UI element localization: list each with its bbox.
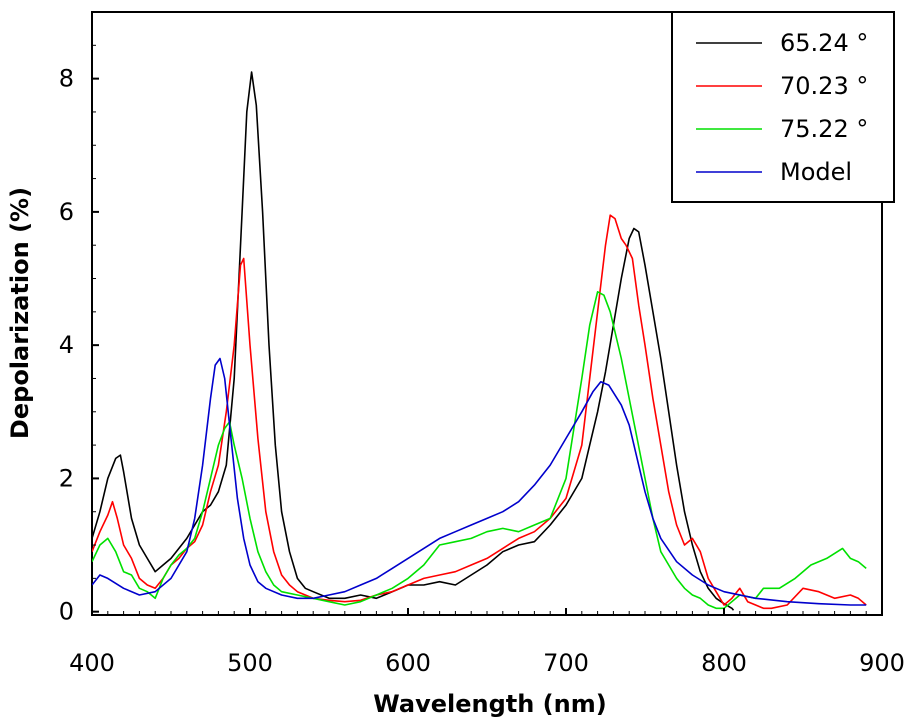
- y-tick-label: 0: [59, 598, 74, 626]
- series-line-4: [92, 357, 867, 606]
- y-axis-ticks: 0 2 4 6 8: [59, 44, 99, 626]
- y-tick-label: 6: [59, 198, 74, 226]
- x-axis-title: Wavelength (nm): [373, 690, 606, 718]
- legend-label: Model: [780, 158, 852, 186]
- legend-label: 75.22 °: [780, 115, 868, 143]
- legend-label: 70.23 °: [780, 72, 868, 100]
- y-axis-title: Depolarization (%): [6, 187, 34, 439]
- series-line-1: [92, 71, 735, 611]
- x-axis-ticks: 400 500 600 700 800 900: [69, 608, 905, 677]
- series-layer: [92, 71, 867, 611]
- y-tick-label: 4: [59, 331, 74, 359]
- y-tick-label: 2: [59, 464, 74, 492]
- x-tick-label: 800: [701, 649, 747, 677]
- x-tick-label: 700: [543, 649, 589, 677]
- x-tick-label: 400: [69, 649, 115, 677]
- legend: 65.24 ° 70.23 ° 75.22 ° Model: [671, 11, 895, 203]
- x-tick-label: 900: [859, 649, 905, 677]
- legend-label: 65.24 °: [780, 29, 868, 57]
- x-tick-label: 500: [227, 649, 273, 677]
- x-tick-label: 600: [385, 649, 431, 677]
- y-tick-label: 8: [59, 65, 74, 93]
